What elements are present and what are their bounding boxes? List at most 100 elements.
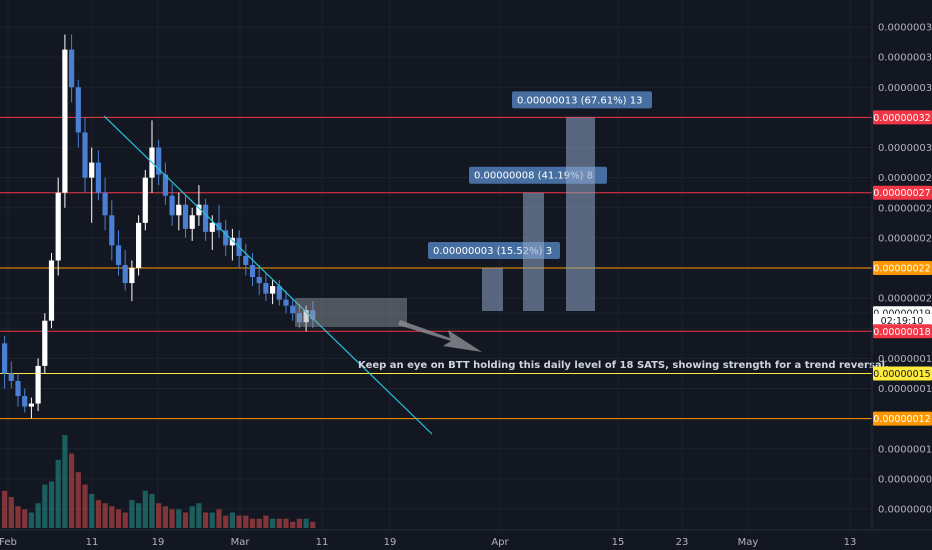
volume-bar bbox=[169, 509, 175, 528]
candle bbox=[243, 243, 249, 276]
price-label-text: 0.00000027 bbox=[873, 188, 930, 199]
volume-bar bbox=[216, 509, 222, 528]
candle bbox=[82, 117, 88, 193]
candle-body bbox=[55, 192, 61, 261]
candle-body bbox=[42, 320, 48, 366]
candle bbox=[296, 304, 302, 329]
candle-body bbox=[48, 260, 55, 321]
candle bbox=[42, 313, 48, 374]
candle bbox=[95, 150, 101, 201]
y-tick-label: 0.00000034 bbox=[878, 83, 932, 94]
volume-bar bbox=[22, 509, 28, 528]
x-tick-label: May bbox=[738, 537, 759, 548]
candle bbox=[8, 361, 14, 389]
target-label-text: 0.00000008 (41.19%) 8 bbox=[474, 171, 593, 182]
price-axis: 0.00000038 0.00000036 0.00000034 0.00000032… bbox=[871, 0, 932, 530]
candle-body bbox=[136, 222, 142, 268]
candle-body bbox=[62, 49, 68, 193]
candle bbox=[229, 228, 235, 261]
candle-body bbox=[122, 264, 128, 284]
annotation-text: Keep an eye on BTT holding this daily le… bbox=[358, 360, 889, 371]
candle bbox=[196, 185, 202, 226]
volume-bar bbox=[109, 506, 115, 528]
candle-body bbox=[276, 286, 282, 300]
x-tick-label: 11 bbox=[86, 537, 99, 548]
x-tick-label: Feb bbox=[0, 537, 17, 548]
volume-bar bbox=[203, 512, 209, 528]
candle bbox=[203, 198, 209, 241]
volume-bar bbox=[270, 518, 276, 528]
volume-bar bbox=[69, 453, 75, 528]
candle bbox=[290, 298, 296, 321]
x-tick-label: 11 bbox=[316, 537, 329, 548]
price-label-bg bbox=[873, 313, 932, 328]
y-tick-label: 0.00000006 bbox=[878, 505, 932, 516]
y-tick-label: 0.00000036 bbox=[878, 53, 932, 64]
candle-body bbox=[28, 403, 34, 407]
candle-body bbox=[35, 365, 41, 404]
volume-bar bbox=[283, 518, 289, 528]
candle bbox=[69, 34, 75, 103]
candle-body bbox=[196, 204, 202, 216]
candle-body bbox=[290, 305, 296, 314]
y-tick-label: 0.00000016 bbox=[878, 354, 932, 365]
candle bbox=[28, 397, 34, 419]
price-label-text: 02:19:10 bbox=[881, 316, 924, 327]
candle-body bbox=[310, 310, 316, 320]
candle bbox=[109, 200, 115, 261]
candle-body bbox=[256, 277, 262, 284]
candle-body bbox=[69, 49, 75, 88]
candle bbox=[55, 177, 61, 276]
candle-body bbox=[95, 162, 101, 193]
candle-body bbox=[263, 283, 269, 294]
candlesticks bbox=[2, 34, 316, 419]
x-tick-label: 19 bbox=[384, 537, 397, 548]
candle-body bbox=[2, 343, 8, 374]
candle-body bbox=[169, 195, 175, 216]
candle bbox=[283, 290, 289, 314]
candle-body bbox=[229, 237, 235, 246]
x-tick-label: 15 bbox=[612, 537, 625, 548]
volume-bar bbox=[296, 518, 302, 528]
target-box: 0.00000013 (67.61%) 13 bbox=[512, 91, 652, 311]
volume-bar bbox=[276, 518, 282, 528]
price-label-bg bbox=[873, 366, 932, 381]
x-tick-label: 13 bbox=[844, 537, 857, 548]
candle bbox=[182, 195, 189, 238]
volume-bar bbox=[48, 481, 55, 528]
candle-body bbox=[75, 87, 81, 133]
candle bbox=[122, 249, 128, 291]
candle-body bbox=[249, 264, 256, 278]
price-label-text: 0.00000022 bbox=[873, 264, 930, 275]
y-tick-label: 0.00000024 bbox=[878, 233, 932, 244]
candle-body bbox=[283, 299, 289, 306]
volume-bar bbox=[75, 472, 81, 528]
candle bbox=[15, 373, 21, 407]
candle-body bbox=[8, 373, 14, 381]
target-label-text: 0.00000013 (67.61%) 13 bbox=[517, 95, 642, 106]
candle bbox=[35, 358, 41, 412]
price-label-bg bbox=[873, 261, 932, 275]
volume-bar bbox=[129, 500, 135, 528]
candle-body bbox=[109, 215, 115, 246]
volume-bar bbox=[82, 484, 88, 528]
y-tick-label: 0.00000014 bbox=[878, 384, 932, 395]
candle bbox=[136, 215, 142, 276]
target-bar bbox=[566, 117, 595, 311]
candle-body bbox=[216, 222, 222, 231]
target-boxes: 0.00000003 (15.52%) 3 0.00000008 (41.19%)… bbox=[428, 91, 652, 311]
x-tick-label: Mar bbox=[231, 537, 251, 548]
volume-bar bbox=[156, 503, 162, 528]
volume-bar bbox=[102, 503, 108, 528]
candle bbox=[2, 335, 8, 389]
candle bbox=[48, 252, 55, 329]
volume-bar bbox=[182, 512, 189, 528]
volume-bar bbox=[196, 503, 202, 528]
candle bbox=[129, 260, 135, 302]
x-tick-label: Apr bbox=[491, 537, 509, 548]
volume-bar bbox=[223, 515, 229, 528]
volume-bar bbox=[55, 459, 61, 528]
